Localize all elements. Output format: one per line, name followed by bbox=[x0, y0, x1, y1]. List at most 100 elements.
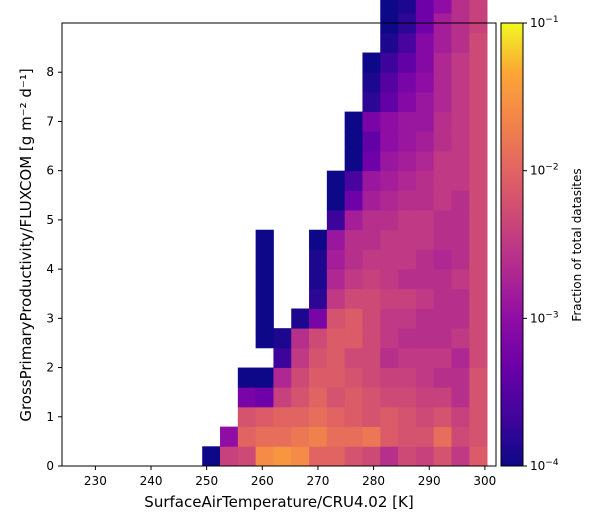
heatmap-cell bbox=[398, 210, 417, 231]
y-tick-label: 8 bbox=[46, 65, 54, 79]
heatmap-cell bbox=[309, 229, 328, 250]
heatmap-cell bbox=[398, 426, 417, 447]
heatmap-cell bbox=[362, 426, 381, 447]
y-tick-label: 2 bbox=[46, 361, 54, 375]
heatmap-cell bbox=[415, 249, 435, 270]
heatmap-cell bbox=[273, 328, 292, 349]
heatmap-cell bbox=[451, 72, 470, 93]
heatmap-cell bbox=[469, 406, 488, 428]
y-axis: 0 1 2 3 4 5 6 7 8 bbox=[46, 65, 62, 473]
heatmap-cell bbox=[433, 426, 452, 447]
heatmap-cell bbox=[362, 111, 381, 132]
heatmap-cell bbox=[380, 387, 399, 408]
heatmap-cell bbox=[380, 91, 399, 112]
heatmap-cell bbox=[433, 288, 452, 309]
heatmap-cell bbox=[380, 32, 399, 53]
heatmap-cell bbox=[309, 269, 328, 290]
heatmap-cell bbox=[398, 0, 417, 14]
heatmap-cell bbox=[398, 446, 417, 467]
heatmap-cell bbox=[469, 288, 488, 309]
heatmap-cell bbox=[237, 387, 257, 408]
heatmap-cell bbox=[433, 387, 452, 408]
heatmap-cell bbox=[451, 347, 470, 368]
heatmap-cell bbox=[344, 347, 363, 368]
heatmap-cell bbox=[451, 32, 470, 53]
plot-frame bbox=[61, 22, 497, 467]
heatmap-cell bbox=[433, 72, 452, 93]
heatmap-cell bbox=[433, 190, 452, 211]
heatmap-cell bbox=[415, 0, 435, 14]
heatmap-cell bbox=[309, 446, 328, 467]
heatmap-cell bbox=[380, 288, 399, 309]
heatmap-cell bbox=[469, 367, 488, 388]
heatmap-cell bbox=[362, 446, 381, 467]
heatmap-cell bbox=[344, 328, 363, 349]
heatmap-cell bbox=[451, 269, 470, 290]
heatmap-cell bbox=[380, 347, 399, 368]
y-tick-label: 0 bbox=[46, 459, 54, 473]
heatmap-cell bbox=[398, 249, 417, 270]
heatmap-cell bbox=[380, 406, 399, 428]
heatmap-cell bbox=[326, 387, 346, 408]
heatmap-cell bbox=[220, 446, 239, 467]
heatmap-cell bbox=[344, 269, 363, 290]
heatmap-cell bbox=[469, 387, 488, 408]
heatmap-cell bbox=[273, 387, 292, 408]
heatmap-cell bbox=[309, 288, 328, 309]
heatmap-cell bbox=[344, 249, 363, 270]
heatmap-cell bbox=[309, 328, 328, 349]
heatmap-cell bbox=[451, 150, 470, 172]
heatmap-cell bbox=[398, 308, 417, 329]
heatmap-cell bbox=[415, 72, 435, 93]
heatmap-cell bbox=[415, 446, 435, 467]
heatmap-cell bbox=[451, 406, 470, 428]
heatmap-cell bbox=[255, 229, 274, 250]
heatmap-cell bbox=[255, 288, 274, 309]
heatmap-cell bbox=[326, 446, 346, 467]
heatmap-cell bbox=[326, 367, 346, 388]
heatmap-cell bbox=[362, 249, 381, 270]
heatmap-cell bbox=[451, 328, 470, 349]
heatmap-cell bbox=[362, 347, 381, 368]
x-tick-label: 240 bbox=[140, 474, 163, 488]
heatmap-cell bbox=[380, 72, 399, 93]
heatmap-cell bbox=[309, 249, 328, 270]
heatmap-cell bbox=[433, 111, 452, 132]
heatmap-cell bbox=[344, 308, 363, 329]
heatmap-cell bbox=[433, 367, 452, 388]
heatmap-cell bbox=[433, 308, 452, 329]
heatmap-cell bbox=[433, 52, 452, 73]
heatmap-cell bbox=[451, 52, 470, 73]
heatmap-cell bbox=[469, 328, 488, 349]
heatmap-cell bbox=[273, 347, 292, 368]
heatmap-cell bbox=[380, 131, 399, 152]
colorbar bbox=[500, 22, 524, 467]
y-tick-label: 5 bbox=[46, 213, 54, 227]
heatmap-cell bbox=[273, 446, 292, 467]
heatmap-cell bbox=[202, 446, 221, 467]
heatmap-cell bbox=[433, 0, 452, 14]
heatmap-cell bbox=[415, 111, 435, 132]
heatmap-cell bbox=[380, 170, 399, 191]
heatmap-cell bbox=[415, 210, 435, 231]
heatmap-cell bbox=[433, 269, 452, 290]
heatmap-cell bbox=[362, 328, 381, 349]
heatmap-cell bbox=[291, 446, 310, 467]
heatmap-cell bbox=[220, 426, 239, 447]
heatmap-cell bbox=[398, 131, 417, 152]
heatmap-cell bbox=[344, 288, 363, 309]
heatmap-cell bbox=[451, 0, 470, 14]
heatmap-cell bbox=[362, 72, 381, 93]
heatmap-cell bbox=[344, 131, 363, 152]
colorbar-tick-label: 10−4 bbox=[530, 458, 559, 473]
heatmap-cell bbox=[451, 111, 470, 132]
heatmap-cell bbox=[469, 170, 488, 191]
heatmap-cell bbox=[415, 269, 435, 290]
heatmap-cell bbox=[415, 150, 435, 172]
heatmap-cell bbox=[237, 446, 257, 467]
heatmap-cell bbox=[433, 249, 452, 270]
heatmap-cell bbox=[380, 446, 399, 467]
heatmap-cell bbox=[469, 347, 488, 368]
heatmap-cell bbox=[326, 229, 346, 250]
heatmap-cell bbox=[380, 190, 399, 211]
